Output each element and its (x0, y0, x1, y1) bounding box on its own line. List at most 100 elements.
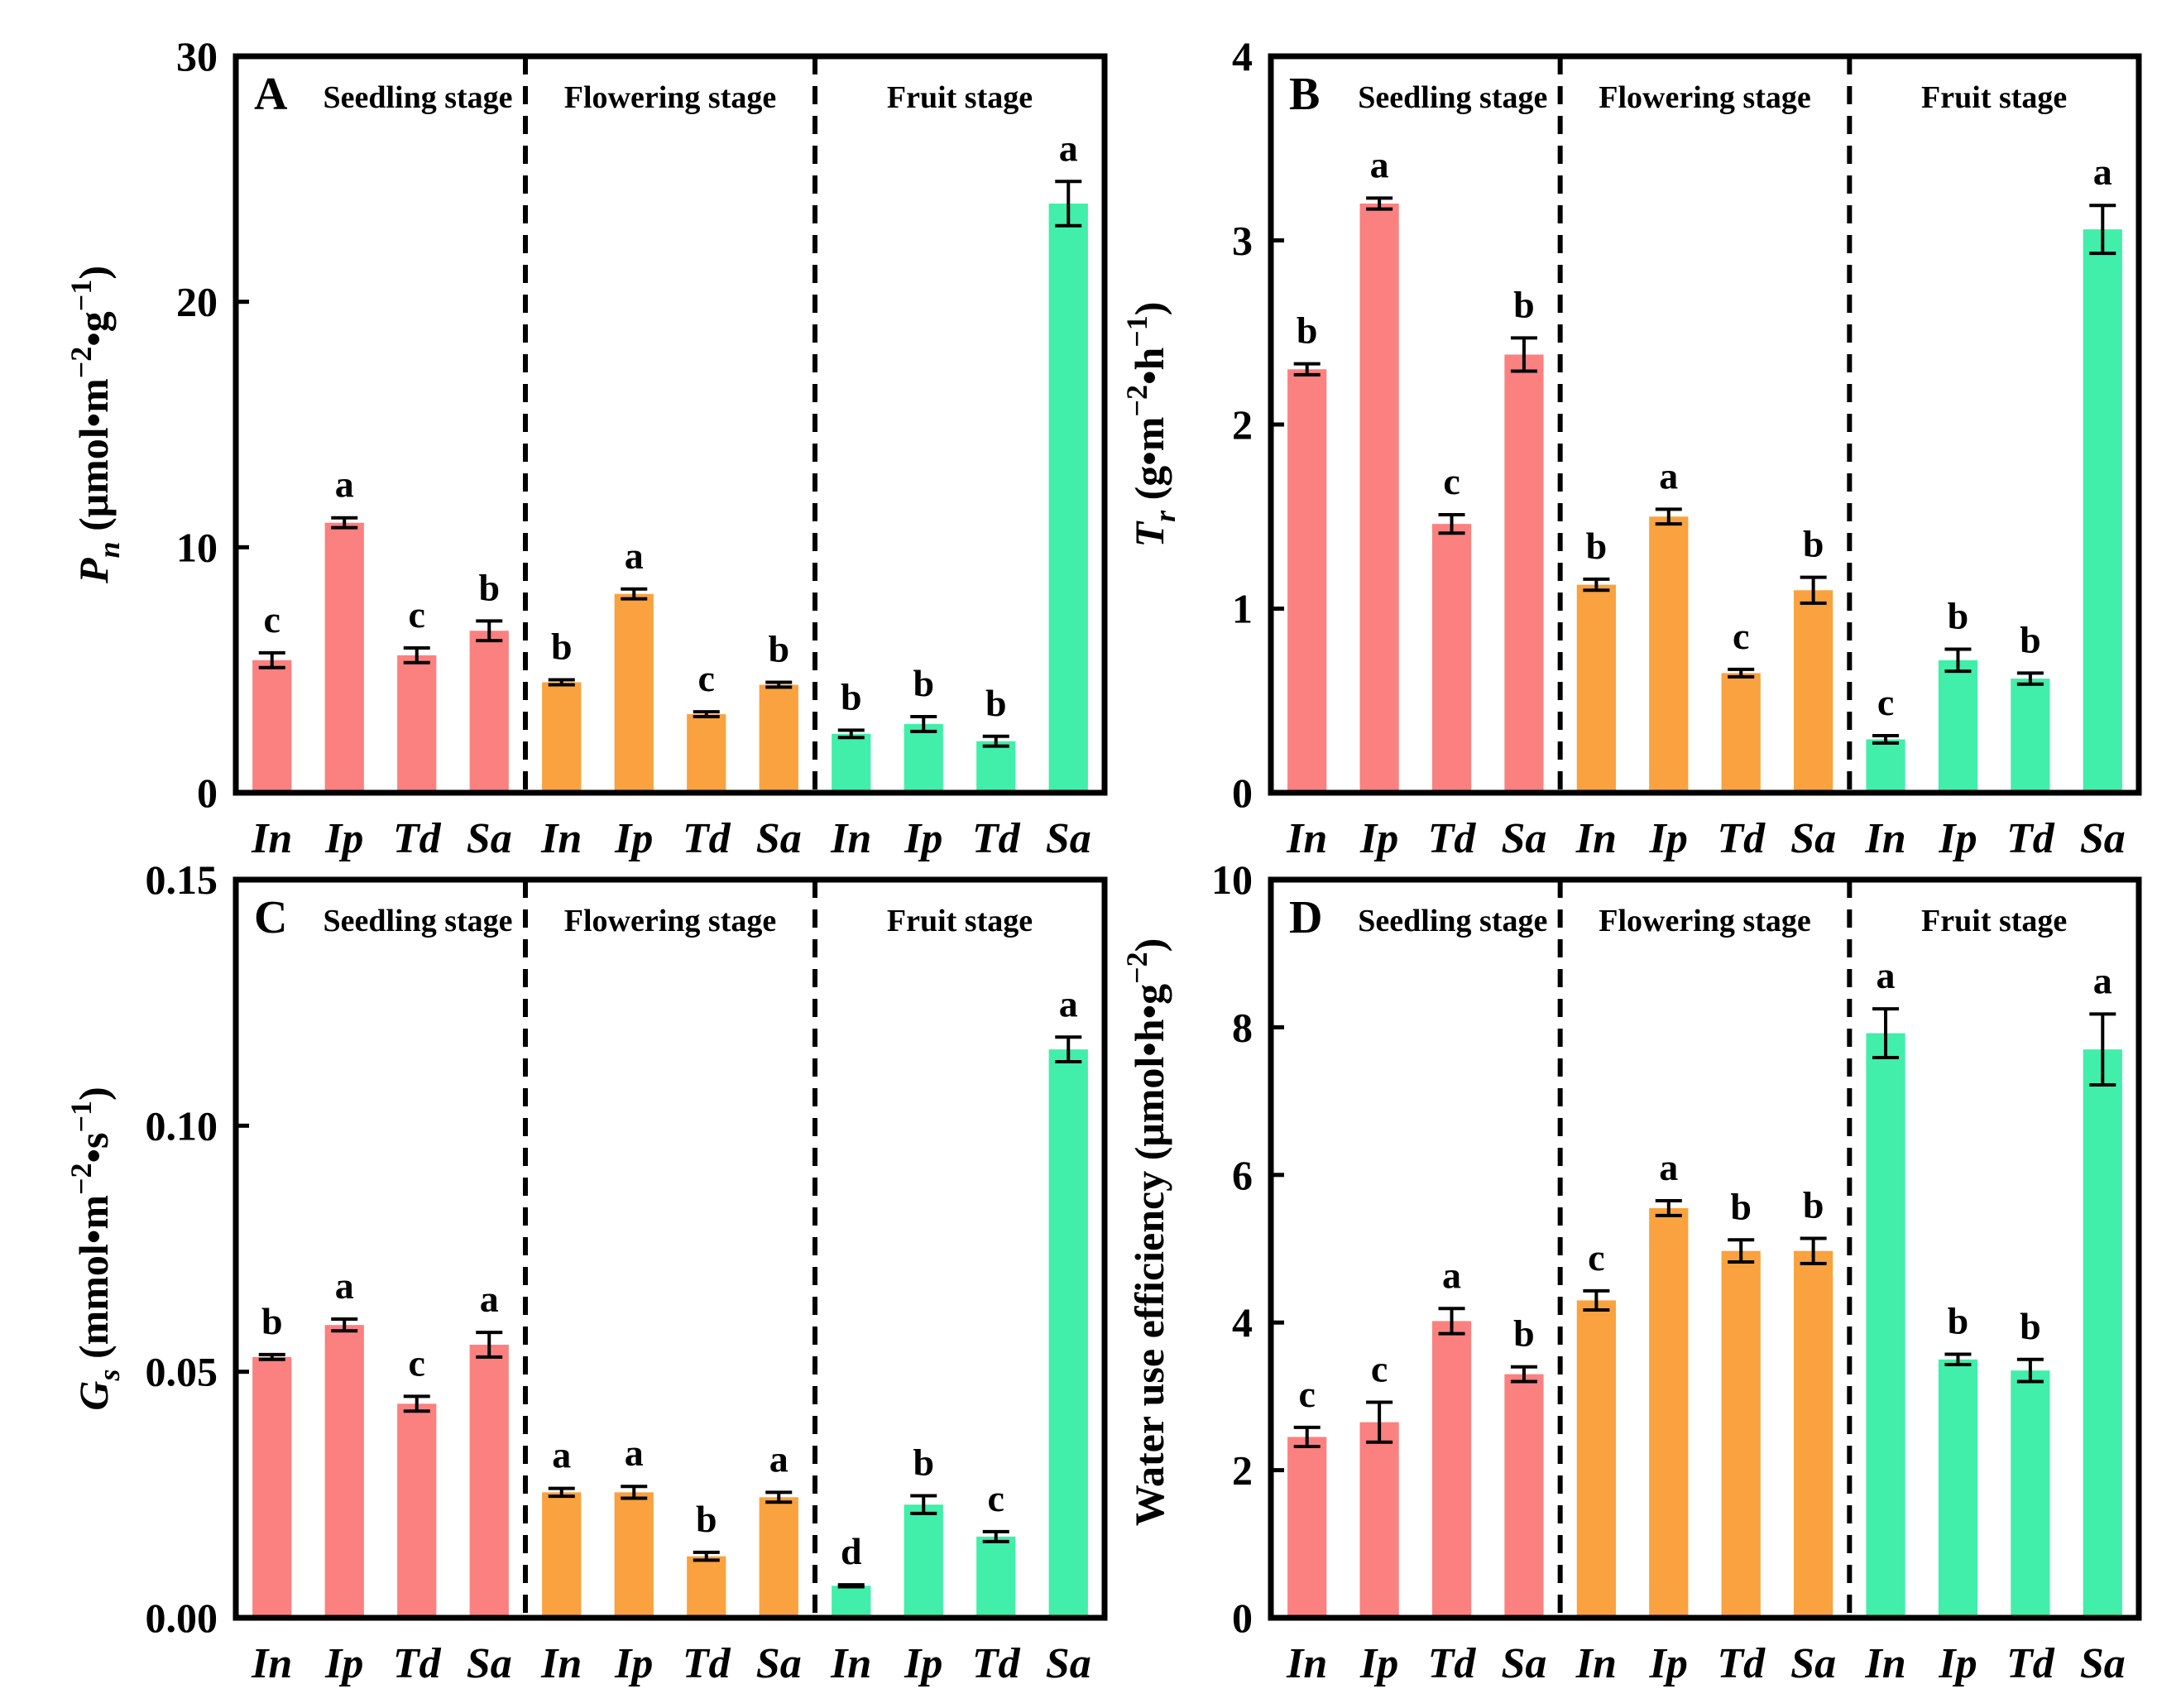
plot-frame (1268, 876, 2142, 1621)
x-tick-label: In (251, 1640, 292, 1687)
error-bar (910, 715, 937, 733)
bar-In (252, 1356, 292, 1618)
y-axis-title-part: ) (70, 266, 117, 280)
stage-label: Seedling stage (323, 80, 512, 115)
x-tick-label: In (1575, 1640, 1617, 1687)
error-bar (910, 1494, 937, 1515)
significance-letter: c (409, 593, 425, 636)
y-tick-label: 0 (197, 770, 218, 816)
y-axis-title-part: −1 (1120, 315, 1153, 348)
bar-Ip (904, 723, 943, 793)
significance-letter: b (1730, 1185, 1752, 1227)
stage-label: Fruit stage (887, 80, 1033, 115)
bar-Td (397, 655, 437, 793)
significance-letter: c (988, 1477, 1004, 1519)
stage-group-fruit: Fruit stage d In b Ip c Td a Sa (830, 904, 1091, 1687)
significance-letter: b (913, 662, 934, 704)
x-tick-label: In (1286, 815, 1327, 862)
error-bar (1655, 1199, 1682, 1217)
stage-label: Seedling stage (1358, 80, 1547, 115)
y-tick-label: 0.00 (146, 1595, 218, 1641)
significance-letter: c (698, 657, 715, 699)
significance-letter: b (1297, 309, 1318, 352)
error-bar (1728, 667, 1755, 679)
stage-label: Fruit stage (1921, 904, 2067, 938)
x-tick-label: In (1864, 1640, 1905, 1687)
y-axis-title-part: Water use efficiency (μmol•h•g (1126, 984, 1172, 1526)
stage-group-seedling: Seedling stage c In c Ip a Td b Sa (1286, 904, 1547, 1687)
y-axis-title-part: s (93, 1370, 126, 1382)
plot-frame (1268, 53, 2142, 796)
bar-Td (397, 1403, 437, 1618)
bar-In (542, 682, 582, 793)
bar-In (542, 1492, 582, 1618)
x-tick-label: Td (2006, 815, 2055, 862)
x-tick-label: Td (1717, 815, 1766, 862)
x-tick-label: Sa (2080, 815, 2126, 862)
bar-Td (976, 741, 1016, 793)
bar-Sa (759, 1497, 798, 1618)
error-bar (621, 587, 648, 601)
x-tick-label: Ip (614, 815, 653, 862)
stage-label: Seedling stage (1358, 904, 1547, 938)
x-tick-label: Td (1717, 1640, 1766, 1687)
bar-Sa (469, 1344, 509, 1618)
y-tick-label: 10 (176, 524, 218, 570)
x-tick-label: Ip (1359, 1640, 1398, 1687)
bar-In (1866, 1033, 1905, 1618)
error-bar (1872, 734, 1900, 745)
x-tick-label: Td (1428, 815, 1477, 862)
y-axis-title-part: ) (1126, 938, 1172, 952)
significance-letter: a (625, 1432, 644, 1474)
error-bar (1944, 1352, 1972, 1367)
significance-letter: a (552, 1434, 571, 1476)
significance-letter: a (1659, 1146, 1678, 1188)
x-tick-label: Ip (1649, 1640, 1688, 1687)
y-axis-title-part: (μmol•m (70, 378, 117, 541)
y-tick-label: 20 (176, 279, 218, 325)
error-bar (1655, 507, 1682, 526)
stage-label: Fruit stage (1921, 80, 2067, 115)
x-tick-label: Sa (1046, 815, 1091, 862)
stage-label: Flowering stage (564, 80, 776, 115)
x-tick-label: Td (393, 815, 442, 862)
y-axis-title-part: •s (70, 1133, 117, 1163)
y-axis-title-part: •g (70, 311, 117, 347)
x-tick-label: In (1864, 815, 1905, 862)
plot-frame (232, 876, 1108, 1621)
significance-letter: b (696, 1498, 717, 1540)
x-tick-label: Ip (1938, 1640, 1977, 1687)
x-tick-label: Sa (467, 815, 512, 862)
error-bar (1800, 1236, 1827, 1265)
x-tick-label: In (540, 815, 582, 862)
bar-Ip (614, 1492, 654, 1618)
significance-letter: b (1513, 283, 1535, 325)
error-bar (765, 680, 793, 689)
y-axis-title-part: −2 (65, 1163, 98, 1196)
bar-Ip (1359, 1422, 1399, 1618)
bar-In (1576, 584, 1616, 793)
significance-letter: a (2093, 151, 2112, 193)
error-bar (331, 516, 358, 530)
significance-letter: a (625, 535, 644, 577)
significance-letter: b (1803, 1184, 1824, 1226)
x-tick-label: Ip (1938, 815, 1977, 862)
error-bar (1438, 1307, 1465, 1336)
error-bar (1366, 196, 1393, 211)
error-bar (2089, 1012, 2116, 1087)
bar-Ip (904, 1504, 943, 1618)
panel-letter: C (254, 892, 287, 943)
x-tick-label: Td (972, 1640, 1021, 1687)
bar-Td (1721, 1250, 1761, 1618)
bar-Ip (1649, 516, 1689, 793)
y-tick-label: 0 (1232, 770, 1253, 816)
significance-letter: a (1059, 127, 1078, 169)
error-bar (2016, 671, 2044, 686)
y-tick-label: 0.10 (146, 1102, 218, 1149)
stage-group-flowering: Flowering stage b In a Ip c Td b Sa (540, 80, 802, 862)
error-bar (258, 650, 285, 669)
error-bar (1510, 1365, 1537, 1384)
bar-Ip (1938, 660, 1978, 793)
bar-Sa (1048, 1049, 1088, 1618)
significance-letter: c (1733, 615, 1749, 657)
